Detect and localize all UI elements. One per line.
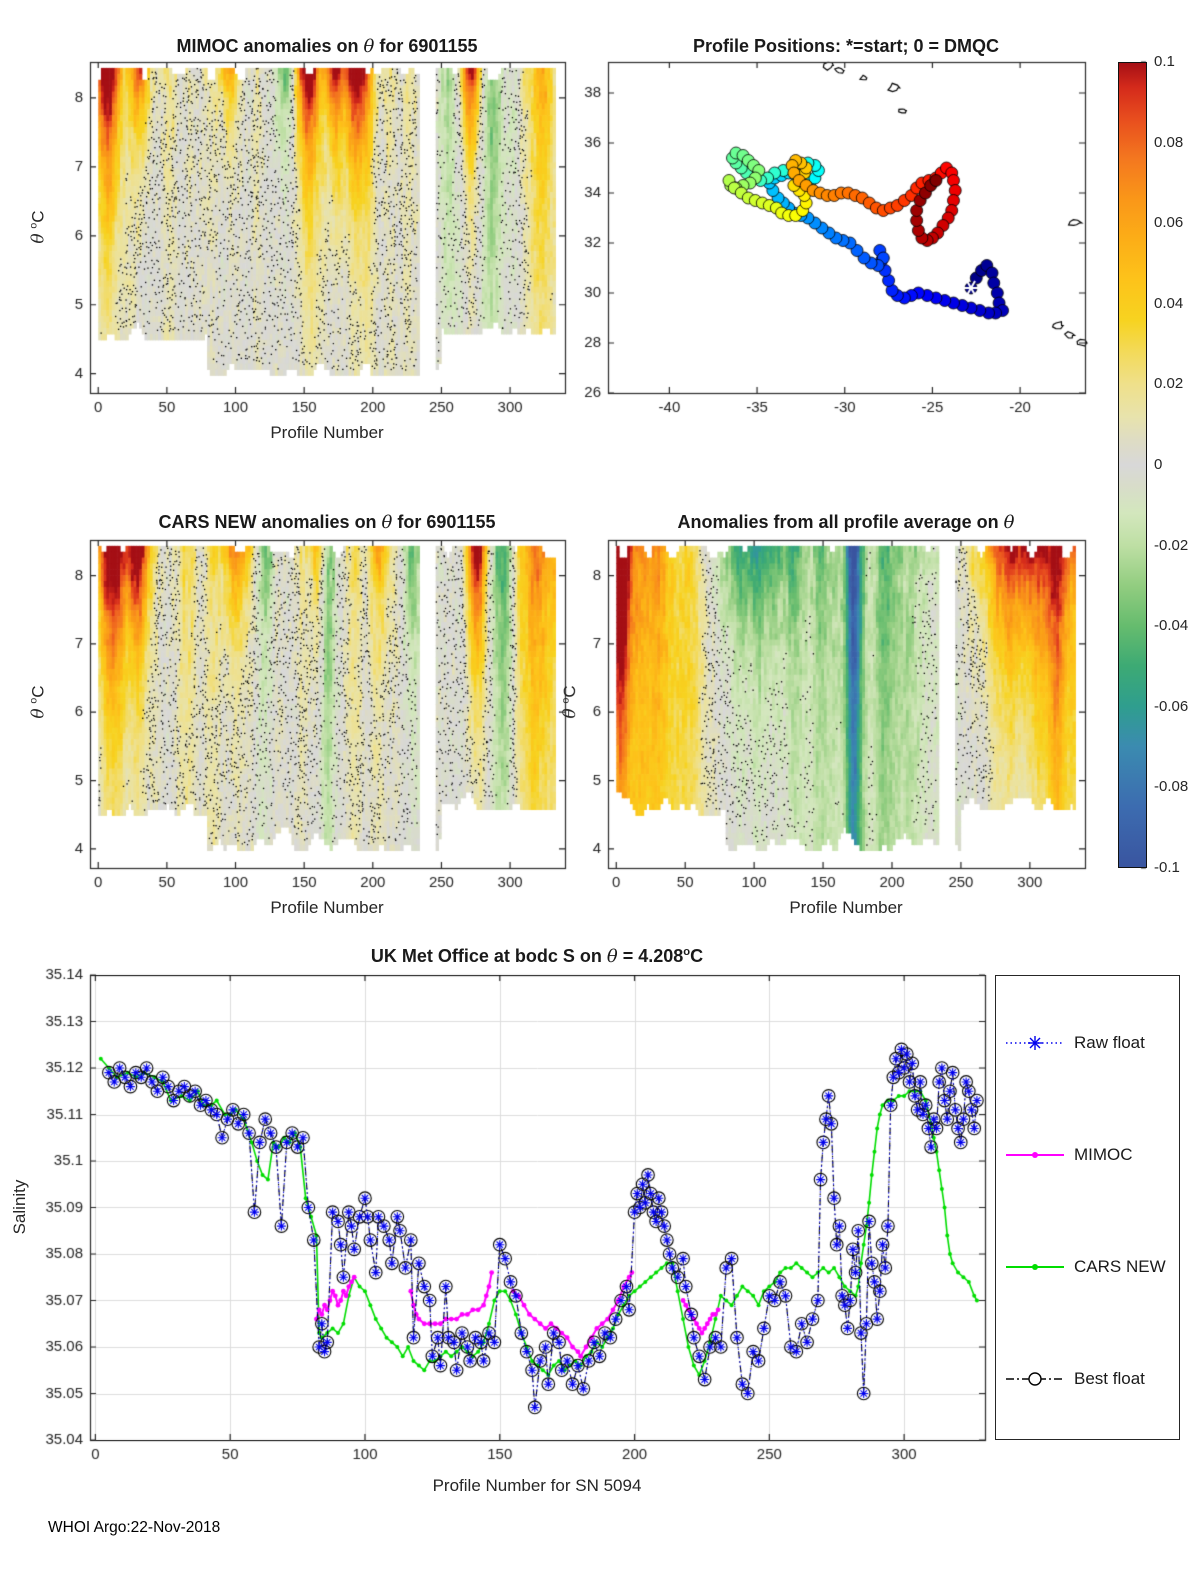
colorbar-tick-label: -0.08 xyxy=(1154,778,1189,796)
legend-item-cars-new: CARS NEW xyxy=(1004,1255,1166,1279)
legend-box: Raw float MIMOC CARS NEW Best float xyxy=(995,975,1180,1440)
colorbar xyxy=(1118,62,1147,868)
legend-label: CARS NEW xyxy=(1074,1257,1166,1276)
legend-label: Raw float xyxy=(1074,1033,1145,1052)
title-allprofile-anomalies: Anomalies from all profile average on θ xyxy=(677,512,1015,533)
colorbar-tick-label: 0.06 xyxy=(1154,214,1184,232)
title-profile-positions: Profile Positions: *=start; 0 = DMQC xyxy=(692,36,1000,56)
colorbar-tick-label: -0.02 xyxy=(1154,536,1189,554)
legend-item-raw-float: Raw float xyxy=(1004,1031,1145,1055)
xlabel-profile-number-top: Profile Number xyxy=(270,423,384,442)
xlabel-profile-number-mid-left: Profile Number xyxy=(270,898,384,917)
theta-symbol: θ xyxy=(363,36,375,57)
colorbar-tick-label: 0.1 xyxy=(1154,53,1175,70)
colorbar-tick-label: -0.1 xyxy=(1154,859,1180,876)
open-circle-marker-icon xyxy=(1028,1372,1042,1386)
title-cars-anomalies: CARS NEW anomalies on θ for 6901155 xyxy=(158,512,496,533)
legend-label: MIMOC xyxy=(1074,1145,1133,1164)
xlabel-profile-number-mid-right: Profile Number xyxy=(789,898,903,917)
xlabel-profile-number-sn: Profile Number for SN 5094 xyxy=(432,1476,642,1495)
theta-symbol: θ xyxy=(1003,512,1015,533)
raw-float-line-sample-icon xyxy=(1006,1036,1064,1050)
theta-symbol: θ xyxy=(381,512,393,533)
ylabel-theta-mid-left: θ oC xyxy=(27,685,49,719)
ylabel-theta-top-left: θ oC xyxy=(27,210,49,244)
legend-item-best-float: Best float xyxy=(1004,1367,1145,1391)
title-mimoc-anomalies: MIMOC anomalies on θ for 6901155 xyxy=(176,36,478,57)
colorbar-tick-label: 0.04 xyxy=(1154,294,1184,312)
cars-new-line-sample-icon xyxy=(1006,1264,1064,1270)
colorbar-tick-label: -0.06 xyxy=(1154,697,1189,715)
ylabel-salinity: Salinity xyxy=(10,1179,29,1235)
colorbar-tick-label: 0.08 xyxy=(1154,133,1184,151)
colorbar-tick-label: 0.02 xyxy=(1154,375,1184,393)
dot-marker-icon xyxy=(1032,1152,1038,1158)
legend-item-mimoc: MIMOC xyxy=(1004,1143,1133,1167)
colorbar-tick-labels: 0.1 0.08 0.06 0.04 0.02 0 -0.02 -0.04 -0.06 -0.08… xyxy=(1154,53,1200,876)
asterisk-marker-icon xyxy=(1028,1036,1042,1050)
theta-symbol: θ xyxy=(606,946,618,967)
colorbar-tick-label: 0 xyxy=(1154,456,1163,473)
mimoc-line-sample-icon xyxy=(1006,1152,1064,1158)
colorbar-tick-label: -0.04 xyxy=(1154,617,1189,635)
dot-marker-icon xyxy=(1032,1264,1038,1270)
legend-label: Best float xyxy=(1074,1369,1145,1388)
footer-stamp: WHOI Argo:22-Nov-2018 xyxy=(48,1519,221,1536)
title-salinity-plot: UK Met Office at bodc S on θ = 4.208oC xyxy=(370,946,704,967)
best-float-line-sample-icon xyxy=(1006,1372,1064,1386)
ylabel-theta-mid-right: θ oC xyxy=(559,685,581,719)
